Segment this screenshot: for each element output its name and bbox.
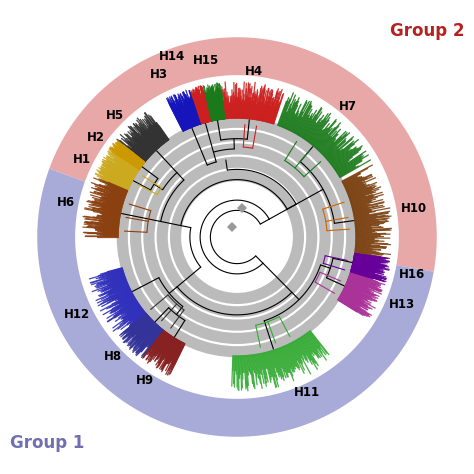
Text: H11: H11 [294,386,320,400]
Text: H3: H3 [150,68,168,82]
Text: Group 2: Group 2 [390,22,465,40]
Text: H4: H4 [245,65,264,79]
Text: H16: H16 [399,268,425,281]
Text: H6: H6 [56,196,75,209]
Text: H10: H10 [401,201,427,215]
Text: H8: H8 [104,350,122,363]
Text: H14: H14 [159,50,185,64]
Polygon shape [49,37,437,272]
Text: H1: H1 [73,153,91,165]
Text: H13: H13 [389,298,415,311]
Text: H5: H5 [106,109,124,122]
Text: Group 1: Group 1 [9,434,84,452]
Polygon shape [37,169,434,437]
Text: H9: H9 [136,374,154,387]
Text: H15: H15 [193,54,219,67]
Text: H7: H7 [339,100,357,113]
Text: H12: H12 [64,309,91,321]
Text: H2: H2 [86,131,104,144]
